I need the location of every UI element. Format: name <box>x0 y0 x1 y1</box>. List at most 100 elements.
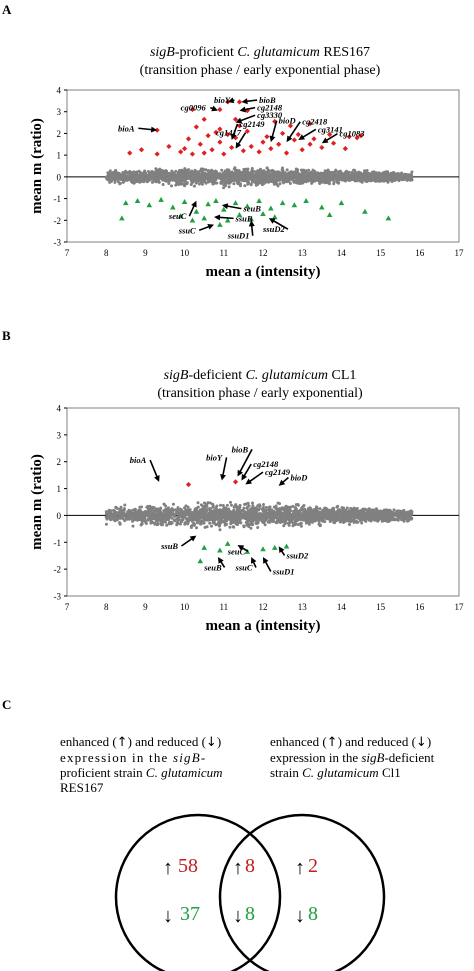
data-point-background <box>309 507 313 511</box>
data-point-down <box>268 205 274 211</box>
data-point-background <box>208 521 212 525</box>
data-point-background <box>285 168 289 172</box>
x-tick-label: 16 <box>415 248 425 258</box>
data-point-background <box>387 178 391 182</box>
data-point-background <box>309 178 313 182</box>
data-point-background <box>119 515 123 519</box>
x-axis-label: mean a (intensity) <box>206 264 321 280</box>
data-point-background <box>306 507 310 511</box>
data-point-background <box>221 504 225 507</box>
data-point-background <box>404 514 408 518</box>
data-point-background <box>165 517 169 521</box>
data-point-up <box>185 136 192 142</box>
gene-arrowhead <box>211 105 218 112</box>
gene-arrowhead <box>207 223 214 230</box>
data-point-background <box>256 504 260 508</box>
data-point-background <box>353 512 357 516</box>
data-point-background <box>334 168 338 172</box>
data-point-background <box>210 180 214 184</box>
data-point-background <box>198 518 202 522</box>
data-point-background <box>339 174 343 178</box>
data-point-background <box>242 524 246 528</box>
data-point-up <box>307 141 313 147</box>
data-point-background <box>260 174 264 178</box>
data-point-background <box>347 509 351 513</box>
data-point-background <box>410 170 414 174</box>
data-point-up <box>225 131 231 138</box>
data-point-background <box>301 168 304 172</box>
data-point-background <box>363 174 367 177</box>
data-point-up <box>213 129 219 135</box>
gene-arrowhead <box>227 97 235 104</box>
data-point-background <box>170 169 174 173</box>
data-point-background <box>379 516 383 520</box>
data-point-up <box>256 149 262 155</box>
data-point-up <box>229 144 235 151</box>
gene-arrowhead <box>248 220 255 227</box>
data-point-background <box>169 522 173 526</box>
data-point-background <box>140 177 144 181</box>
gene-label: seuC <box>168 211 187 221</box>
data-point-background <box>142 519 146 523</box>
data-point-background <box>397 176 401 180</box>
data-point-background <box>268 519 272 523</box>
data-point-background <box>116 171 120 175</box>
data-point-background <box>104 510 108 514</box>
data-point-background <box>367 507 371 511</box>
data-point-background <box>250 518 254 522</box>
data-point-background <box>204 173 208 177</box>
data-point-background <box>188 518 192 522</box>
data-point-background <box>235 168 239 172</box>
data-point-background <box>232 515 236 519</box>
data-point-background <box>142 514 146 518</box>
data-point-background <box>336 170 340 174</box>
data-point-background <box>152 179 156 182</box>
gene-arrowhead <box>214 214 221 221</box>
data-point-up <box>299 147 305 153</box>
y-tick-label: 4 <box>57 404 62 414</box>
data-point-background <box>332 176 336 179</box>
data-point-background <box>380 513 384 517</box>
data-point-background <box>210 515 214 519</box>
data-point-background <box>185 181 189 185</box>
y-tick-label: 3 <box>57 430 62 440</box>
data-point-background <box>246 518 250 522</box>
data-point-background <box>218 517 221 521</box>
data-point-background <box>281 177 285 180</box>
data-point-background <box>270 173 274 177</box>
data-point-background <box>195 180 199 184</box>
data-point-background <box>255 509 258 513</box>
data-point-background <box>120 508 124 512</box>
data-point-background <box>116 180 120 184</box>
gene-label: bioD <box>279 116 296 126</box>
data-point-up <box>346 134 352 140</box>
data-point-background <box>209 510 213 514</box>
x-tick-label: 7 <box>65 248 70 258</box>
data-point-background <box>282 524 286 528</box>
data-point-background <box>112 508 116 512</box>
data-point-background <box>286 510 290 514</box>
gene-label: ssuB <box>235 213 253 223</box>
data-point-down <box>134 197 141 203</box>
data-point-background <box>299 514 303 518</box>
data-point-background <box>227 185 231 189</box>
data-point-up <box>354 135 360 141</box>
data-point-background <box>240 178 244 182</box>
y-tick-label: -2 <box>54 565 62 575</box>
y-tick-label: 3 <box>57 107 62 117</box>
data-point-background <box>263 523 267 527</box>
data-point-background <box>343 178 346 182</box>
data-point-background <box>253 514 256 518</box>
data-point-background <box>318 510 322 514</box>
data-point-background <box>250 167 254 170</box>
data-point-background <box>186 505 190 509</box>
data-point-background <box>349 506 353 510</box>
data-point-background <box>337 508 341 512</box>
data-point-background <box>409 513 412 517</box>
data-point-background <box>303 179 307 182</box>
data-point-down <box>146 202 153 208</box>
data-point-background <box>378 509 382 513</box>
y-axis-label: mean m (ratio) <box>29 118 45 214</box>
data-point-background <box>247 177 250 181</box>
data-point-background <box>160 523 163 527</box>
